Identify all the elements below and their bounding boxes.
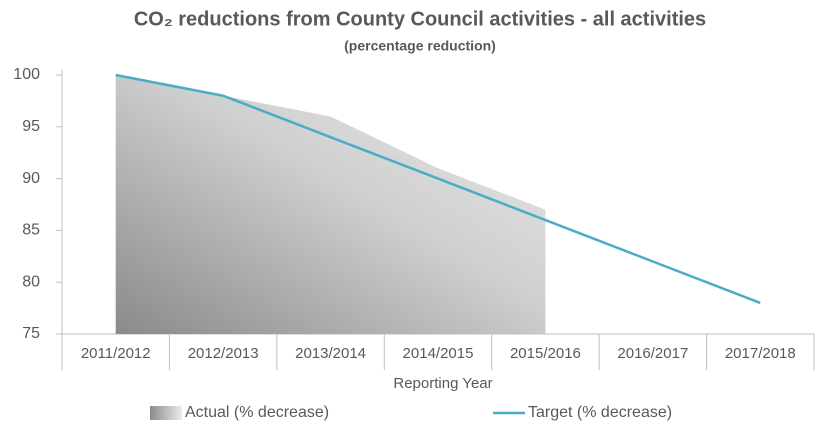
area bbox=[115, 75, 546, 334]
y-tick-label: 75 bbox=[22, 325, 40, 342]
chart-title: CO₂ reductions from County Council activ… bbox=[134, 8, 706, 30]
y-tick-label: 90 bbox=[22, 170, 40, 187]
chart-subtitle: (percentage reduction) bbox=[344, 38, 496, 54]
x-tick-label: 2013/2014 bbox=[295, 345, 366, 362]
legend-label: Target (% decrease) bbox=[528, 404, 672, 421]
legend-label: Actual (% decrease) bbox=[185, 404, 329, 421]
x-tick-label: 2011/2012 bbox=[81, 345, 151, 362]
y-tick-label: 80 bbox=[22, 273, 40, 290]
x-tick-label: 2016/2017 bbox=[617, 345, 688, 362]
x-tick-label: 2012/2013 bbox=[188, 345, 259, 362]
y-tick-label: 100 bbox=[13, 66, 40, 83]
x-axis-label: Reporting Year bbox=[393, 375, 492, 392]
x-tick-label: 2015/2016 bbox=[510, 345, 581, 362]
legend-swatch bbox=[150, 406, 182, 420]
x-tick-label: 2017/2018 bbox=[725, 345, 796, 362]
y-tick-label: 95 bbox=[22, 118, 40, 135]
y-tick-label: 85 bbox=[22, 222, 40, 239]
x-tick-label: 2014/2015 bbox=[403, 345, 474, 362]
line bbox=[115, 73, 761, 305]
